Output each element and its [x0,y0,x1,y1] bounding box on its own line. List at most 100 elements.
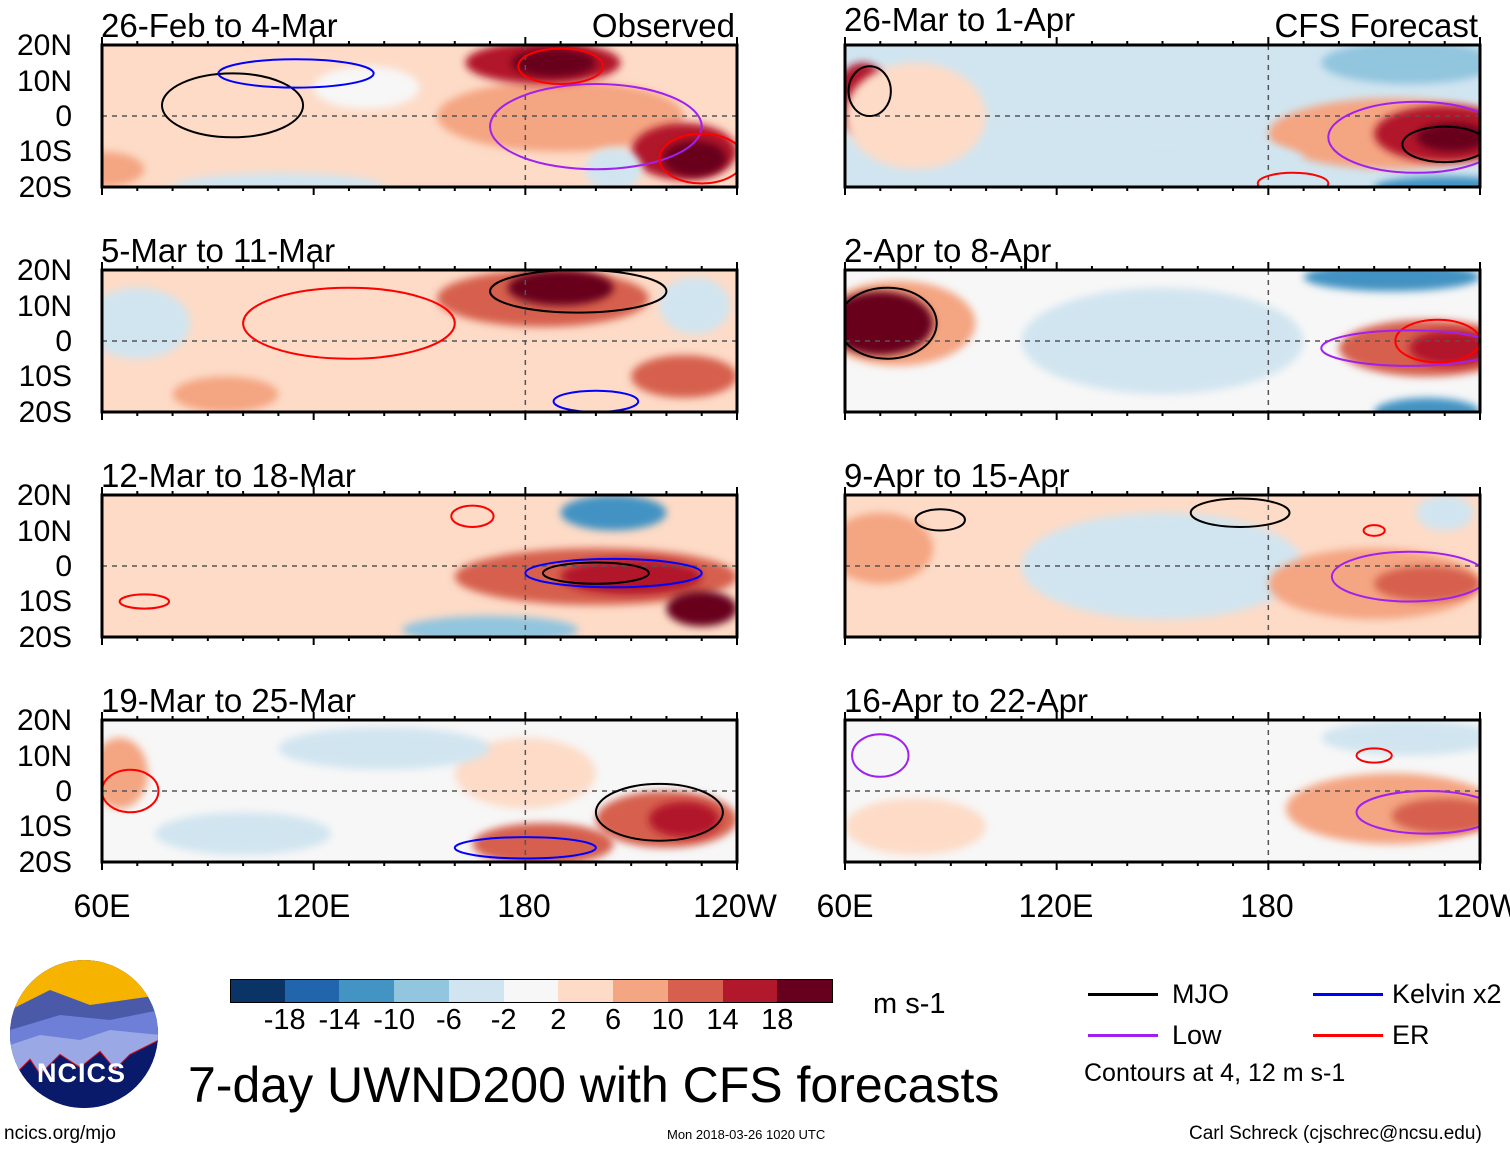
lon-label: 60E [816,888,874,924]
legend-note: Contours at 4, 12 m s-1 [1084,1059,1346,1087]
lat-label: 10S [18,135,72,168]
map-panel [100,37,739,195]
lat-label: 20S [18,396,72,429]
contour-kelvin [524,557,703,589]
legend-mjo-label: MJO [1172,979,1229,1009]
map-panel [843,262,1482,420]
wind-anomaly [666,590,737,627]
panel-title: 5-Mar to 11-Mar [101,232,336,269]
lon-label: 180 [497,888,551,924]
colorbar-swatch [230,979,287,1003]
wind-anomaly [172,172,385,187]
logo-text: NCICS [37,1058,127,1088]
lat-label: 20N [16,254,72,287]
contour-er [517,47,604,86]
wind-anomaly [1321,720,1480,756]
contour-mjo [914,508,966,532]
contour-kelvin [552,389,640,412]
wind-anomaly [845,798,987,855]
panel-title: 26-Mar to 1-Apr [844,1,1076,38]
column-label: Observed [591,7,735,44]
colorbar-swatch [394,979,450,1003]
panel-title: 26-Feb to 4-Mar [101,7,338,44]
lat-label: 10N [16,290,72,323]
lon-label: 120E [275,888,351,924]
panel-title: 16-Apr to 22-Apr [844,682,1088,719]
lat-label: 20S [18,621,72,654]
lat-label: 20N [16,704,72,737]
wind-anomaly [1021,287,1304,395]
wind-anomaly [102,287,191,359]
contour-low [1327,100,1480,174]
lon-label: 60E [73,888,131,924]
lon-label: 120W [693,888,777,924]
colorbar-tick-label: -10 [373,1004,416,1036]
wind-anomaly [1391,798,1480,834]
colorbar-swatch [667,979,724,1003]
contour-mjo [1189,497,1291,528]
footer-timestamp: Mon 2018-03-26 1020 UTC [667,1127,826,1142]
panel-title: 12-Mar to 18-Mar [101,457,356,494]
contour-low [1330,550,1480,603]
map-panel [100,262,739,420]
wind-anomaly [1374,397,1480,412]
lat-label: 0 [55,550,72,583]
wind-anomaly [560,558,702,595]
column-label: CFS Forecast [1274,7,1478,44]
colorbar-tick-label: 14 [706,1004,739,1036]
wind-anomaly [659,277,730,334]
wind-anomaly [631,355,737,398]
lon-label: 120W [1436,888,1510,924]
wind-anomaly [1374,566,1480,602]
contour-low [1320,329,1480,367]
wind-anomaly [1374,176,1480,187]
lat-label: 10N [16,65,72,98]
lat-label: 10N [16,740,72,773]
contour-er [102,768,160,814]
footer-author: Carl Schreck (cjschrec@ncsu.edu) [1189,1123,1482,1144]
panel-title: 19-Mar to 25-Mar [101,682,356,719]
wind-anomaly [472,822,614,862]
lat-label: 0 [55,325,72,358]
colorbar-tick-label: 2 [550,1004,567,1036]
map-panel [843,712,1482,870]
contour-low [489,83,703,171]
wind-anomaly [662,140,727,177]
lon-label: 120E [1018,888,1094,924]
legend-low-line [1088,1034,1158,1037]
contour-mjo [845,286,938,360]
colorbar-swatch [503,979,560,1003]
lat-label: 20N [16,479,72,512]
colorbar-swatch [777,979,833,1003]
contour-mjo [160,72,305,139]
lat-label: 10S [18,360,72,393]
colorbar-swatch [339,979,396,1003]
wind-anomaly [1021,720,1304,827]
lat-label: 10S [18,810,72,843]
map-panel [100,712,739,870]
lat-label: 20S [18,846,72,879]
wind-anomaly [102,737,148,809]
legend-er-label: ER [1392,1020,1430,1050]
colorbar-tick-label: 6 [605,1004,622,1036]
ncics-logo [10,960,158,1108]
wind-anomaly [137,512,349,584]
colorbar-swatch [722,979,779,1003]
contour-er [1362,524,1386,537]
wind-anomaly [172,376,279,412]
contour-low [851,733,910,778]
wind-anomaly [1409,330,1480,366]
panel-title: 2-Apr to 8-Apr [844,232,1052,269]
wind-anomaly [1416,123,1480,152]
wind-anomaly [1303,270,1480,292]
wind-anomaly [1321,45,1480,85]
panel-title: 9-Apr to 15-Apr [844,457,1070,494]
contour-mjo [489,270,668,314]
colorbar-swatch [558,979,615,1003]
contour-er [1355,747,1393,764]
wind-anomaly [1021,137,1304,180]
wind-anomaly [437,80,685,152]
contour-er [242,286,456,360]
legend-low-label: Low [1172,1020,1222,1050]
